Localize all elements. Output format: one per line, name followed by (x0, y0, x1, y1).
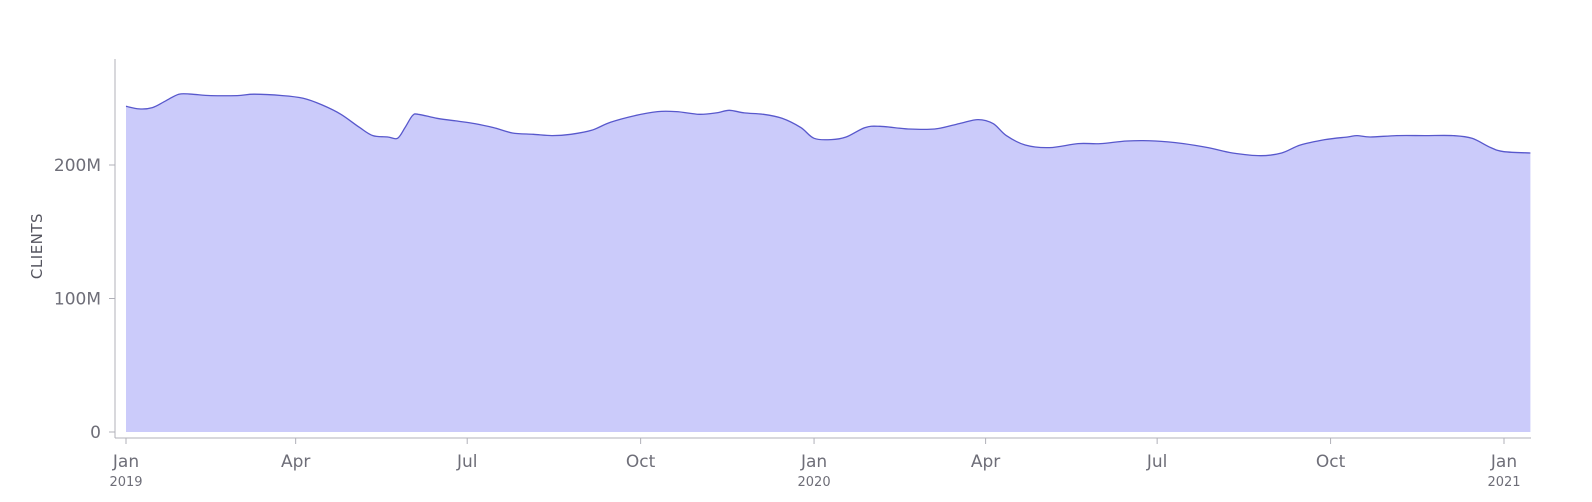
y-tick-label: 0 (90, 423, 101, 443)
x-tick-label: Jul (456, 452, 478, 472)
series-line (125, 93, 1531, 157)
y-axis-title: CLIENTS (28, 213, 46, 279)
x-tick-label: Jan (800, 452, 827, 472)
y-tick-label: 100M (54, 290, 101, 310)
x-tick-label: Oct (1316, 452, 1346, 472)
x-tick-label: Oct (626, 452, 656, 472)
x-tick-label: Jan (1490, 452, 1517, 472)
x-tick-label: Apr (281, 452, 310, 472)
plot-area (125, 93, 1531, 433)
x-tick-label: Apr (971, 452, 1000, 472)
x-tick-year-label: 2020 (798, 475, 831, 490)
x-tick-label: Jul (1146, 452, 1168, 472)
series-area (126, 93, 1531, 433)
y-axis-ticks: 0 100M 200M (54, 156, 115, 443)
x-tick-year-label: 2019 (109, 475, 142, 490)
x-axis-ticks: Jan 2019 Apr Jul Oct Jan 2020 Apr Jul Oct Jan 2021 (109, 438, 1521, 490)
axes (114, 59, 1531, 439)
x-tick-year-label: 2021 (1487, 475, 1520, 490)
y-tick-label: 200M (54, 156, 101, 176)
x-tick-label: Jan (112, 452, 139, 472)
